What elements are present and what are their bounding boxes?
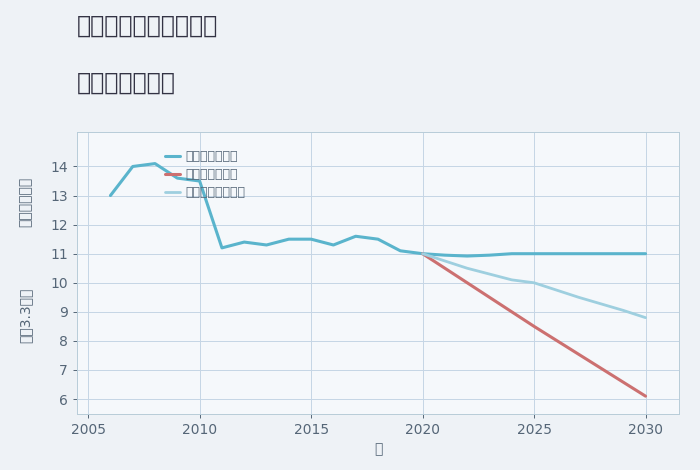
グッドシナリオ	[106, 193, 115, 198]
グッドシナリオ	[485, 252, 494, 258]
グッドシナリオ	[597, 251, 606, 257]
グッドシナリオ	[150, 161, 159, 166]
グッドシナリオ	[641, 251, 650, 257]
バッドシナリオ	[419, 251, 427, 257]
グッドシナリオ	[329, 242, 337, 248]
Text: 土地の価格推移: 土地の価格推移	[77, 70, 176, 94]
グッドシナリオ	[441, 252, 449, 258]
グッドシナリオ	[552, 251, 561, 257]
グッドシナリオ	[195, 178, 204, 184]
Line: グッドシナリオ: グッドシナリオ	[111, 164, 645, 256]
グッドシナリオ	[575, 251, 583, 257]
バッドシナリオ	[641, 393, 650, 399]
グッドシナリオ	[508, 251, 516, 257]
グッドシナリオ	[218, 245, 226, 251]
ノーマルシナリオ	[575, 295, 583, 300]
ノーマルシナリオ	[463, 266, 471, 271]
グッドシナリオ	[173, 175, 181, 181]
グッドシナリオ	[619, 251, 627, 257]
グッドシナリオ	[463, 253, 471, 259]
グッドシナリオ	[351, 234, 360, 239]
グッドシナリオ	[262, 242, 271, 248]
グッドシナリオ	[374, 236, 382, 242]
Text: 単価（万円）: 単価（万円）	[19, 177, 33, 227]
Text: 坪（3.3㎡）: 坪（3.3㎡）	[19, 287, 33, 343]
Line: バッドシナリオ: バッドシナリオ	[423, 254, 645, 396]
グッドシナリオ	[285, 236, 293, 242]
Legend: グッドシナリオ, バッドシナリオ, ノーマルシナリオ: グッドシナリオ, バッドシナリオ, ノーマルシナリオ	[162, 146, 249, 203]
グッドシナリオ	[307, 236, 315, 242]
グッドシナリオ	[129, 164, 137, 169]
ノーマルシナリオ	[530, 280, 538, 286]
X-axis label: 年: 年	[374, 442, 382, 456]
Line: ノーマルシナリオ: ノーマルシナリオ	[423, 254, 645, 318]
ノーマルシナリオ	[419, 251, 427, 257]
バッドシナリオ	[530, 323, 538, 329]
ノーマルシナリオ	[619, 307, 627, 313]
グッドシナリオ	[396, 248, 405, 254]
ノーマルシナリオ	[508, 277, 516, 282]
Text: 岐阜県関市西境松町の: 岐阜県関市西境松町の	[77, 14, 218, 38]
ノーマルシナリオ	[641, 315, 650, 321]
グッドシナリオ	[530, 251, 538, 257]
グッドシナリオ	[240, 239, 248, 245]
グッドシナリオ	[419, 251, 427, 257]
